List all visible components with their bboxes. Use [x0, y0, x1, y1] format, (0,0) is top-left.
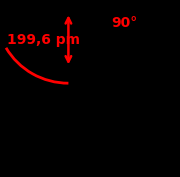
Text: 199,6 pm: 199,6 pm: [7, 33, 80, 47]
Text: 90°: 90°: [112, 16, 138, 30]
